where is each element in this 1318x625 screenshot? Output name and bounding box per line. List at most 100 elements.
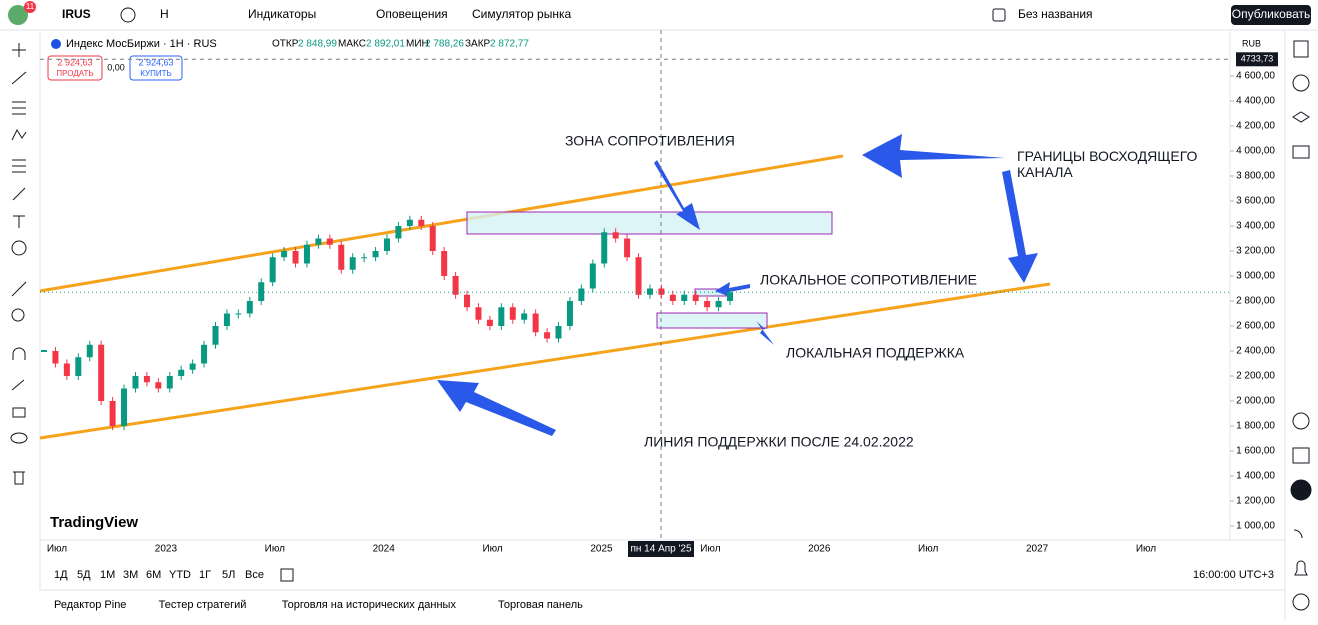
candle bbox=[132, 376, 139, 389]
y-tick-label: 4 200,00 bbox=[1236, 121, 1275, 132]
candle bbox=[646, 288, 653, 295]
legend-title: Индекс МосБиржи · 1Н · RUS bbox=[66, 38, 217, 50]
y-tick-label: 2 800,00 bbox=[1236, 296, 1275, 307]
y-tick-label: 3 400,00 bbox=[1236, 221, 1275, 232]
crosshair-time-tag bbox=[628, 541, 694, 557]
candle bbox=[109, 401, 116, 426]
candle bbox=[635, 257, 642, 295]
candle bbox=[189, 363, 196, 370]
y-tick-label: 1 600,00 bbox=[1236, 446, 1275, 457]
bottom-tab[interactable]: Редактор Pine bbox=[54, 599, 126, 611]
publish-button[interactable] bbox=[1231, 5, 1311, 25]
candle bbox=[521, 313, 528, 320]
bottom-tab[interactable]: Торговая панель bbox=[498, 599, 583, 611]
buy-price: 2 924,63 bbox=[138, 57, 173, 67]
y-tick-label: 2 200,00 bbox=[1236, 371, 1275, 382]
candle bbox=[269, 257, 276, 283]
range-button[interactable]: Все bbox=[245, 569, 264, 581]
y-tick-label: 3 600,00 bbox=[1236, 196, 1275, 207]
range-button[interactable]: 1М bbox=[100, 569, 115, 581]
indicators[interactable]: Индикаторы bbox=[248, 7, 316, 21]
crosshair-price-tag bbox=[1236, 52, 1278, 67]
bottom-tab[interactable]: Тестер стратегий bbox=[159, 599, 247, 611]
layout-icon[interactable] bbox=[992, 8, 1006, 22]
candle bbox=[509, 307, 516, 320]
add-symbol[interactable] bbox=[120, 7, 136, 23]
replay[interactable]: Симулятор рынка bbox=[472, 7, 571, 21]
range-button[interactable]: YTD bbox=[169, 569, 191, 581]
candle bbox=[589, 263, 596, 289]
candle bbox=[681, 294, 688, 301]
candle bbox=[372, 251, 379, 258]
sell-price: 2 924,63 bbox=[57, 57, 92, 67]
symbol[interactable]: IRUS bbox=[62, 7, 91, 21]
candle bbox=[75, 357, 82, 376]
drawing-tools[interactable] bbox=[10, 43, 28, 485]
candle bbox=[441, 251, 448, 276]
currency[interactable]: RUB bbox=[1242, 38, 1261, 48]
range-button[interactable]: 5Д bbox=[77, 569, 91, 581]
candle bbox=[624, 238, 631, 258]
range-button[interactable]: 1Г bbox=[199, 569, 211, 581]
candle bbox=[86, 344, 93, 358]
candle bbox=[143, 376, 150, 383]
candle bbox=[315, 238, 322, 245]
publish-label: Опубликовать bbox=[1232, 7, 1310, 21]
range-button[interactable]: 3М bbox=[123, 569, 138, 581]
candle bbox=[121, 388, 128, 426]
annotation: ГРАНИЦЫ ВОСХОДЯЩЕГО КАНАЛА bbox=[1017, 148, 1198, 180]
candle bbox=[246, 301, 253, 314]
y-tick-label: 4 000,00 bbox=[1236, 146, 1275, 157]
candle bbox=[235, 313, 242, 315]
y-tick-label: 1 200,00 bbox=[1236, 496, 1275, 507]
buy-button[interactable] bbox=[129, 55, 183, 81]
candle bbox=[63, 363, 70, 376]
interval[interactable]: Н bbox=[160, 7, 169, 21]
badge-count: 11 bbox=[26, 2, 35, 11]
y-tick-label: 2 600,00 bbox=[1236, 321, 1275, 332]
x-tick-label: 2027 bbox=[1026, 544, 1049, 555]
candle bbox=[704, 301, 711, 308]
y-tick-label: 3 000,00 bbox=[1236, 271, 1275, 282]
calendar-icon[interactable] bbox=[280, 568, 294, 582]
layout-name[interactable]: Без названия bbox=[1018, 7, 1093, 21]
candle bbox=[223, 313, 230, 326]
candle bbox=[98, 344, 105, 401]
candle bbox=[692, 294, 699, 301]
legend-value: 2 872,77 bbox=[490, 39, 529, 50]
candle bbox=[166, 376, 173, 389]
candle bbox=[601, 232, 608, 264]
candle bbox=[326, 238, 333, 245]
bottom-tab[interactable]: Торговля на исторических данных bbox=[282, 599, 457, 611]
y-tick-label: 2 400,00 bbox=[1236, 346, 1275, 357]
range-button[interactable]: 1Д bbox=[54, 569, 68, 581]
x-tick-label: 2024 bbox=[373, 544, 396, 555]
candle bbox=[727, 292, 733, 301]
annotation: ЗОНА СОПРОТИВЛЕНИЯ bbox=[565, 133, 735, 149]
candle bbox=[555, 326, 562, 339]
candle bbox=[452, 276, 459, 295]
local-support-box bbox=[656, 312, 768, 329]
annotation: ЛОКАЛЬНОЕ СОПРОТИВЛЕНИЕ bbox=[760, 272, 977, 288]
candle bbox=[486, 319, 493, 326]
candle bbox=[212, 326, 219, 345]
annotation-box: ГРАНИЦЫ ВОСХОДЯЩЕГО КАНАЛА bbox=[1017, 148, 1198, 180]
y-tick-label: 2 000,00 bbox=[1236, 396, 1275, 407]
resistance-zone bbox=[466, 211, 833, 235]
y-tick-label: 4 600,00 bbox=[1236, 71, 1275, 82]
range-button[interactable]: 6М bbox=[146, 569, 161, 581]
avatar[interactable] bbox=[8, 5, 28, 25]
candle bbox=[612, 232, 619, 239]
range-button[interactable]: 5Л bbox=[222, 569, 235, 581]
candle bbox=[303, 244, 310, 264]
legend-value: 2 848,99 bbox=[298, 39, 337, 50]
legend-label: МАКС bbox=[338, 39, 366, 50]
sell-button[interactable] bbox=[47, 55, 103, 81]
candle bbox=[395, 226, 402, 239]
x-tick-label: 2023 bbox=[155, 544, 178, 555]
side-panel-icons[interactable] bbox=[1290, 40, 1312, 611]
candle bbox=[201, 344, 208, 364]
spread: 0,00 bbox=[107, 62, 125, 72]
alerts[interactable]: Оповещения bbox=[376, 7, 448, 21]
